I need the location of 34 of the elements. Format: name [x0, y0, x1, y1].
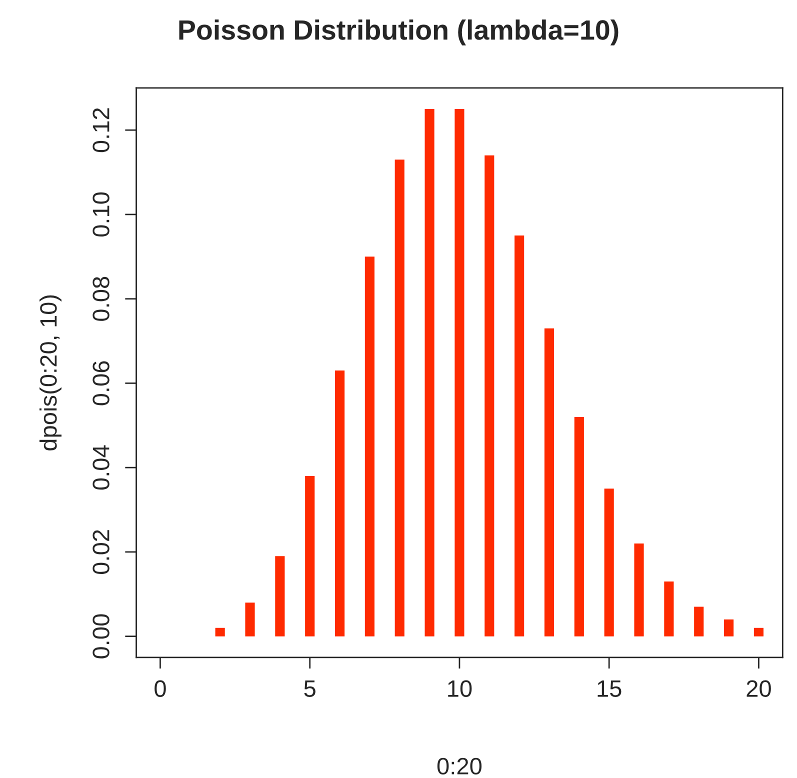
bar — [364, 256, 374, 636]
x-tick-label: 5 — [304, 680, 316, 697]
y-axis-title: dpois(0:20, 10) — [39, 295, 62, 450]
bar — [514, 236, 524, 636]
bar — [754, 628, 764, 636]
y-tick-label: 0.04 — [92, 445, 110, 490]
x-tick-label: 20 — [746, 680, 771, 697]
y-tick-label: 0.00 — [92, 614, 110, 658]
x-axis-title: 0:20 — [437, 758, 482, 775]
y-tick-label: 0.08 — [92, 276, 110, 321]
bar — [215, 628, 225, 636]
bar — [245, 602, 255, 636]
bar — [574, 416, 584, 636]
chart-title: Poisson Distribution (lambda=10) — [179, 19, 618, 46]
bar — [334, 370, 345, 636]
bar — [275, 556, 285, 636]
bar — [305, 476, 315, 636]
bar — [604, 488, 614, 636]
bar — [694, 606, 704, 636]
y-tick-label: 0.02 — [92, 530, 110, 574]
bar — [634, 544, 644, 636]
y-tick-label: 0.06 — [92, 361, 110, 406]
y-tick-label: 0.12 — [92, 108, 110, 152]
x-tick-label: 10 — [448, 680, 472, 697]
bar — [454, 109, 464, 636]
bar — [424, 109, 434, 636]
bar — [724, 619, 734, 636]
bar — [544, 328, 554, 636]
bar — [394, 160, 404, 636]
bar — [664, 581, 674, 636]
bar — [484, 155, 494, 636]
x-tick-label: 15 — [598, 680, 622, 697]
y-tick-label: 0.10 — [92, 192, 110, 237]
x-tick-label: 0 — [154, 680, 166, 697]
